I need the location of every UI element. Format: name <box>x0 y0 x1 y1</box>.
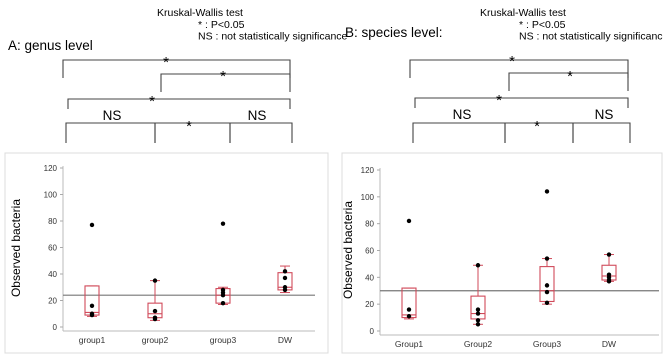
data-point <box>475 311 481 316</box>
box-plot: 0 20 40 60 80 100 120 Observed bacteria group1 gr… <box>4 152 329 354</box>
data-point <box>544 189 550 194</box>
y-tick-label: 20 <box>365 300 374 309</box>
data-point <box>406 314 412 319</box>
x-tick-label: group1 <box>79 335 106 345</box>
significance-label: * <box>496 92 502 109</box>
box-group3 <box>539 189 555 306</box>
significance-bracket <box>508 72 629 91</box>
data-point <box>475 318 481 323</box>
data-point <box>220 221 226 226</box>
legend-line: NS : not statistically significance <box>198 31 348 43</box>
y-tick-label: 80 <box>48 217 57 226</box>
box-group1 <box>84 222 100 318</box>
data-point <box>606 252 612 257</box>
data-point <box>152 278 158 283</box>
data-point <box>475 263 481 268</box>
x-tick-label: Group2 <box>464 339 493 349</box>
box-group2 <box>470 263 486 327</box>
legend-line: * : P<0.05 <box>519 19 566 31</box>
box-iqr <box>401 287 417 319</box>
legend-title: Kruskal-Wallis test <box>157 7 243 19</box>
data-point <box>89 222 95 228</box>
significance-label: NS <box>595 107 614 122</box>
significance-bracket <box>160 73 291 92</box>
box-iqr <box>84 285 100 316</box>
data-point <box>282 287 288 293</box>
box-dw <box>601 252 617 284</box>
x-tick-label: DW <box>602 339 616 349</box>
data-point <box>544 256 550 261</box>
y-tick-label: 20 <box>48 297 57 306</box>
data-point <box>152 316 158 322</box>
y-tick-label: 60 <box>48 244 57 253</box>
box-group1 <box>401 218 417 320</box>
y-tick-label: 40 <box>48 270 57 279</box>
significance-bracket <box>229 122 293 143</box>
significance-label: NS <box>453 107 472 122</box>
significance-bracket <box>409 59 629 78</box>
y-tick-label: 40 <box>365 273 374 282</box>
significance-bracket <box>414 97 629 108</box>
y-tick-label: 100 <box>361 193 375 202</box>
data-point <box>220 300 226 306</box>
significance-bracket <box>154 122 231 143</box>
data-point <box>544 300 550 306</box>
data-point <box>89 303 95 308</box>
legend-line: NS : not statistically significance <box>519 31 663 43</box>
data-point <box>220 293 226 298</box>
legend-line: * : P<0.05 <box>198 19 245 31</box>
chart-frame <box>4 152 329 354</box>
y-tick-label: 80 <box>365 220 374 229</box>
x-tick-label: Group1 <box>395 339 424 349</box>
y-tick-label: 0 <box>53 323 58 332</box>
legend-title: Kruskal-Wallis test <box>480 7 566 19</box>
chart-frame <box>341 152 663 354</box>
data-point <box>544 289 550 295</box>
significance-label: * <box>163 54 169 71</box>
significance-label: * <box>534 118 540 135</box>
significance-label: * <box>186 118 192 135</box>
panel-heading: A: genus level <box>8 38 93 53</box>
significance-label: NS <box>248 108 267 123</box>
x-tick-label: DW <box>278 335 292 345</box>
data-point <box>475 307 481 312</box>
x-tick-label: group3 <box>210 335 237 345</box>
significance-label: * <box>220 68 226 85</box>
significance-bracket <box>572 122 631 143</box>
panel-heading: B: species level: <box>345 25 443 40</box>
x-tick-label: Group3 <box>533 339 562 349</box>
box-group3 <box>215 221 231 306</box>
box-group2 <box>147 278 163 322</box>
data-point <box>89 312 95 318</box>
data-point <box>406 307 412 312</box>
significance-bracket <box>67 98 291 109</box>
significance-label: * <box>509 53 515 70</box>
data-point <box>606 279 612 284</box>
data-point <box>406 218 412 224</box>
significance-label: NS <box>103 108 122 123</box>
significance-bracket <box>62 59 291 78</box>
y-tick-label: 120 <box>44 164 58 173</box>
data-point <box>282 269 288 274</box>
y-tick-label: 100 <box>44 191 58 200</box>
significance-label: * <box>567 68 573 85</box>
significance-bracket <box>65 122 156 143</box>
data-point <box>282 275 288 281</box>
data-point <box>475 322 481 327</box>
y-axis-label: Observed bacteria <box>341 201 355 299</box>
data-point <box>152 308 158 314</box>
x-tick-label: group2 <box>142 335 169 345</box>
significance-label: * <box>149 93 155 110</box>
y-tick-label: 60 <box>365 247 374 256</box>
y-axis-label: Observed bacteria <box>9 199 23 297</box>
box-dw <box>277 265 293 294</box>
data-point <box>544 283 550 288</box>
significance-bracket <box>412 122 506 143</box>
box-plot: 0 20 40 60 80 100 120 Observed bacteria Group1 Gr… <box>341 152 663 354</box>
y-tick-label: 120 <box>361 166 375 175</box>
y-tick-label: 0 <box>370 327 375 336</box>
